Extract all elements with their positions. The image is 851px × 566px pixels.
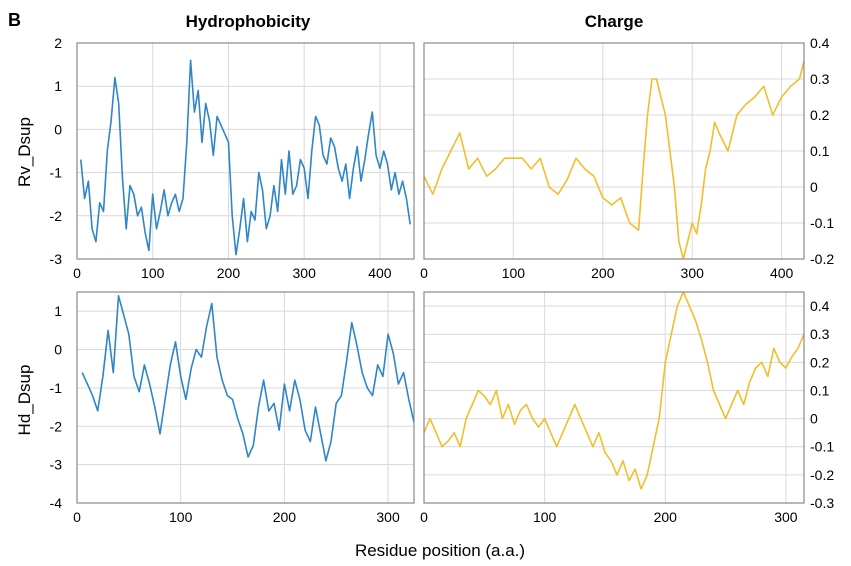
x-tick-label: 0 (73, 509, 81, 525)
y-tick-label: -1 (50, 380, 63, 396)
y-tick-label: 0.4 (810, 35, 830, 51)
y-tick-label: 0.1 (810, 382, 830, 398)
x-tick-label: 400 (368, 265, 392, 281)
x-tick-label: 100 (502, 265, 526, 281)
series-line-hd-dsup-charge (424, 292, 804, 490)
y-tick-label: 2 (54, 35, 62, 51)
row-label-hd-dsup: Hd_Dsup (15, 365, 34, 436)
series-line-rv-dsup-hydrophobicity (80, 59, 411, 256)
panel-letter: B (8, 10, 21, 30)
row-label-rv-dsup: Rv_Dsup (15, 117, 34, 187)
y-tick-label: 0 (54, 342, 62, 358)
y-tick-label: -3 (50, 251, 63, 267)
y-tick-label: 1 (54, 303, 62, 319)
column-title-hydrophobicity: Hydrophobicity (186, 12, 311, 31)
panel-frame (423, 42, 805, 260)
x-tick-label: 0 (420, 265, 428, 281)
y-tick-label: -1 (50, 165, 63, 181)
x-axis-label: Residue position (a.a.) (355, 541, 525, 560)
y-tick-label: 0.3 (810, 326, 830, 342)
y-tick-label: -4 (50, 495, 63, 511)
series-line-hd-dsup-hydrophobicity (81, 294, 414, 462)
panel-frame (76, 42, 415, 260)
panel-hd-dsup-hydrophobicity: 0 100 200 300 1 0 -1 -2 -3 -4 (50, 291, 415, 525)
x-tick-label: 200 (273, 509, 297, 525)
x-tick-label: 200 (591, 265, 615, 281)
y-tick-label: 0 (810, 179, 818, 195)
x-tick-label: 100 (141, 265, 165, 281)
y-tick-label: -0.1 (810, 215, 834, 231)
y-tick-label: -0.3 (810, 495, 834, 511)
y-tick-label: 0.4 (810, 298, 830, 314)
column-title-charge: Charge (585, 12, 644, 31)
y-tick-label: 0.2 (810, 354, 830, 370)
panel-hd-dsup-charge: 0 100 200 300 0.4 0.3 0.2 0.1 0 -0.1 -0.2 -0.3 (420, 291, 834, 525)
x-tick-label: 300 (376, 509, 400, 525)
panel-frame (76, 291, 415, 504)
y-tick-label: -0.2 (810, 251, 834, 267)
panel-frame (423, 291, 805, 504)
y-tick-label: 1 (54, 78, 62, 94)
y-tick-label: 0.1 (810, 143, 830, 159)
y-tick-label: -3 (50, 457, 63, 473)
y-tick-label: -0.1 (810, 439, 834, 455)
x-tick-label: 300 (774, 509, 798, 525)
x-tick-label: 300 (293, 265, 317, 281)
y-tick-label: 0 (810, 411, 818, 427)
y-tick-label: 0.2 (810, 107, 830, 123)
x-tick-label: 200 (217, 265, 241, 281)
x-tick-label: 0 (420, 509, 428, 525)
x-tick-label: 400 (770, 265, 794, 281)
series-line-rv-dsup-charge (424, 60, 804, 259)
x-tick-label: 100 (169, 509, 193, 525)
x-tick-label: 100 (533, 509, 557, 525)
y-tick-label: 0 (54, 121, 62, 137)
panel-rv-dsup-charge: 0 100 200 300 400 0.4 0.3 0.2 0.1 0 -0.1 -0.2 (420, 35, 834, 281)
y-tick-label: -0.2 (810, 467, 834, 483)
y-tick-label: -2 (50, 208, 63, 224)
y-tick-label: -2 (50, 418, 63, 434)
x-tick-label: 0 (73, 265, 81, 281)
y-tick-label: 0.3 (810, 71, 830, 87)
x-tick-label: 200 (654, 509, 678, 525)
panel-rv-dsup-hydrophobicity: 0 100 200 300 400 2 1 0 -1 -2 -3 (50, 35, 415, 281)
x-tick-label: 300 (681, 265, 705, 281)
